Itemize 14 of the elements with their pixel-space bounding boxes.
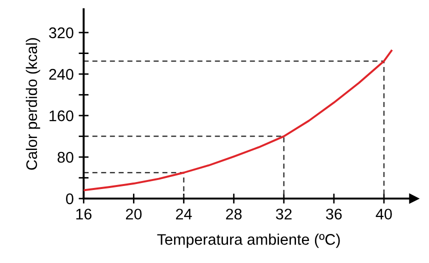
y-tick-label: 320 bbox=[49, 27, 74, 38]
x-tick-label: 32 bbox=[276, 208, 292, 220]
x-tick-label: 24 bbox=[176, 208, 192, 220]
y-tick-label: 240 bbox=[49, 68, 74, 80]
x-axis-title: Temperatura ambiente (ºC) bbox=[157, 234, 340, 248]
y-tick-label: 160 bbox=[50, 110, 74, 122]
x-tick-label: 20 bbox=[126, 208, 142, 220]
x-tick-label: 40 bbox=[376, 208, 392, 220]
y-axis-title: Calor perdido (kcal) bbox=[26, 38, 40, 170]
x-tick-label: 16 bbox=[76, 208, 92, 220]
x-tick-label: 28 bbox=[226, 208, 242, 220]
x-tick-label: 36 bbox=[326, 208, 342, 220]
y-tick-label: 80 bbox=[58, 152, 74, 163]
y-tick-label: 0 bbox=[66, 193, 74, 204]
